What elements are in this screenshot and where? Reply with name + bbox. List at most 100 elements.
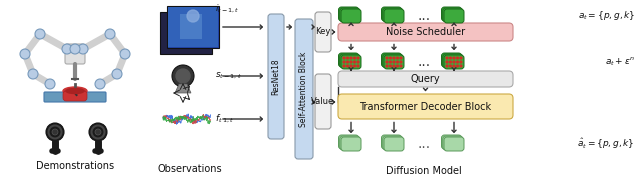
Circle shape — [112, 69, 122, 79]
Circle shape — [446, 57, 448, 59]
Text: Self-Attention Block: Self-Attention Block — [300, 51, 308, 127]
FancyBboxPatch shape — [443, 136, 463, 150]
Circle shape — [446, 61, 448, 63]
FancyBboxPatch shape — [444, 55, 464, 69]
FancyBboxPatch shape — [384, 9, 404, 23]
FancyBboxPatch shape — [268, 14, 284, 139]
FancyBboxPatch shape — [384, 137, 404, 151]
Text: Key: Key — [316, 27, 331, 36]
Circle shape — [357, 61, 359, 63]
FancyBboxPatch shape — [444, 9, 464, 23]
FancyBboxPatch shape — [383, 54, 403, 68]
Circle shape — [449, 57, 451, 59]
Circle shape — [460, 57, 462, 59]
Circle shape — [393, 61, 395, 63]
Circle shape — [28, 69, 38, 79]
Circle shape — [46, 123, 64, 141]
FancyBboxPatch shape — [340, 54, 360, 68]
Circle shape — [460, 61, 462, 63]
FancyBboxPatch shape — [442, 135, 461, 149]
Circle shape — [343, 61, 345, 63]
FancyBboxPatch shape — [315, 74, 331, 129]
FancyBboxPatch shape — [167, 6, 219, 48]
Circle shape — [386, 65, 388, 67]
Circle shape — [386, 61, 388, 63]
Circle shape — [20, 49, 30, 59]
FancyBboxPatch shape — [295, 19, 313, 159]
Circle shape — [89, 123, 107, 141]
Text: $i_{t-1,t}$: $i_{t-1,t}$ — [215, 3, 239, 15]
Text: $f_{t\ 1,t}$: $f_{t\ 1,t}$ — [215, 113, 235, 125]
FancyBboxPatch shape — [339, 53, 358, 67]
Circle shape — [456, 65, 458, 67]
Circle shape — [400, 57, 402, 59]
Circle shape — [386, 57, 388, 59]
Circle shape — [456, 57, 458, 59]
FancyBboxPatch shape — [442, 7, 461, 21]
Text: $a_t = \{p, g, k\}$: $a_t = \{p, g, k\}$ — [577, 10, 635, 22]
FancyBboxPatch shape — [341, 55, 361, 69]
Circle shape — [393, 65, 395, 67]
Circle shape — [346, 65, 349, 67]
FancyBboxPatch shape — [168, 7, 218, 47]
Circle shape — [453, 65, 455, 67]
FancyBboxPatch shape — [338, 71, 513, 87]
Circle shape — [343, 65, 345, 67]
Text: Transformer Decoder Block: Transformer Decoder Block — [360, 102, 492, 112]
FancyBboxPatch shape — [339, 135, 358, 149]
Circle shape — [397, 61, 399, 63]
Circle shape — [95, 79, 105, 89]
Circle shape — [350, 57, 352, 59]
FancyBboxPatch shape — [381, 7, 401, 21]
FancyBboxPatch shape — [63, 91, 87, 101]
FancyBboxPatch shape — [444, 137, 464, 151]
FancyBboxPatch shape — [339, 7, 358, 21]
FancyBboxPatch shape — [381, 135, 401, 149]
Circle shape — [52, 129, 58, 135]
Circle shape — [397, 65, 399, 67]
Text: Noise Scheduler: Noise Scheduler — [386, 27, 465, 37]
Circle shape — [350, 61, 352, 63]
Circle shape — [346, 57, 349, 59]
Ellipse shape — [66, 89, 84, 93]
Circle shape — [346, 61, 349, 63]
Text: $a_t + \varepsilon^n$: $a_t + \varepsilon^n$ — [605, 56, 635, 68]
FancyBboxPatch shape — [443, 8, 463, 22]
Circle shape — [449, 65, 451, 67]
Text: ...: ... — [417, 137, 431, 151]
FancyBboxPatch shape — [338, 23, 513, 41]
FancyBboxPatch shape — [443, 54, 463, 68]
Ellipse shape — [63, 87, 87, 95]
Polygon shape — [175, 84, 191, 93]
Circle shape — [390, 61, 392, 63]
Text: Demonstrations: Demonstrations — [36, 161, 114, 171]
FancyBboxPatch shape — [338, 94, 513, 119]
FancyBboxPatch shape — [340, 136, 360, 150]
Circle shape — [390, 65, 392, 67]
Circle shape — [390, 57, 392, 59]
Circle shape — [453, 57, 455, 59]
Circle shape — [350, 65, 352, 67]
Text: $\hat{a}_t = \{p, g, k\}$: $\hat{a}_t = \{p, g, k\}$ — [577, 137, 635, 151]
Circle shape — [120, 49, 130, 59]
FancyBboxPatch shape — [44, 92, 106, 102]
Circle shape — [176, 69, 190, 83]
Circle shape — [449, 61, 451, 63]
Text: Observations: Observations — [157, 164, 222, 174]
Circle shape — [187, 10, 199, 22]
FancyBboxPatch shape — [381, 53, 401, 67]
Circle shape — [357, 65, 359, 67]
Text: Value: Value — [312, 97, 335, 106]
Circle shape — [105, 29, 115, 39]
FancyBboxPatch shape — [383, 136, 403, 150]
Circle shape — [95, 129, 101, 135]
Circle shape — [35, 29, 45, 39]
Text: ...: ... — [417, 9, 431, 23]
Text: ...: ... — [417, 55, 431, 69]
FancyBboxPatch shape — [160, 12, 212, 54]
Circle shape — [460, 65, 462, 67]
FancyBboxPatch shape — [65, 44, 85, 64]
Circle shape — [353, 61, 355, 63]
Text: Diffusion Model: Diffusion Model — [386, 166, 461, 176]
Circle shape — [62, 44, 72, 54]
